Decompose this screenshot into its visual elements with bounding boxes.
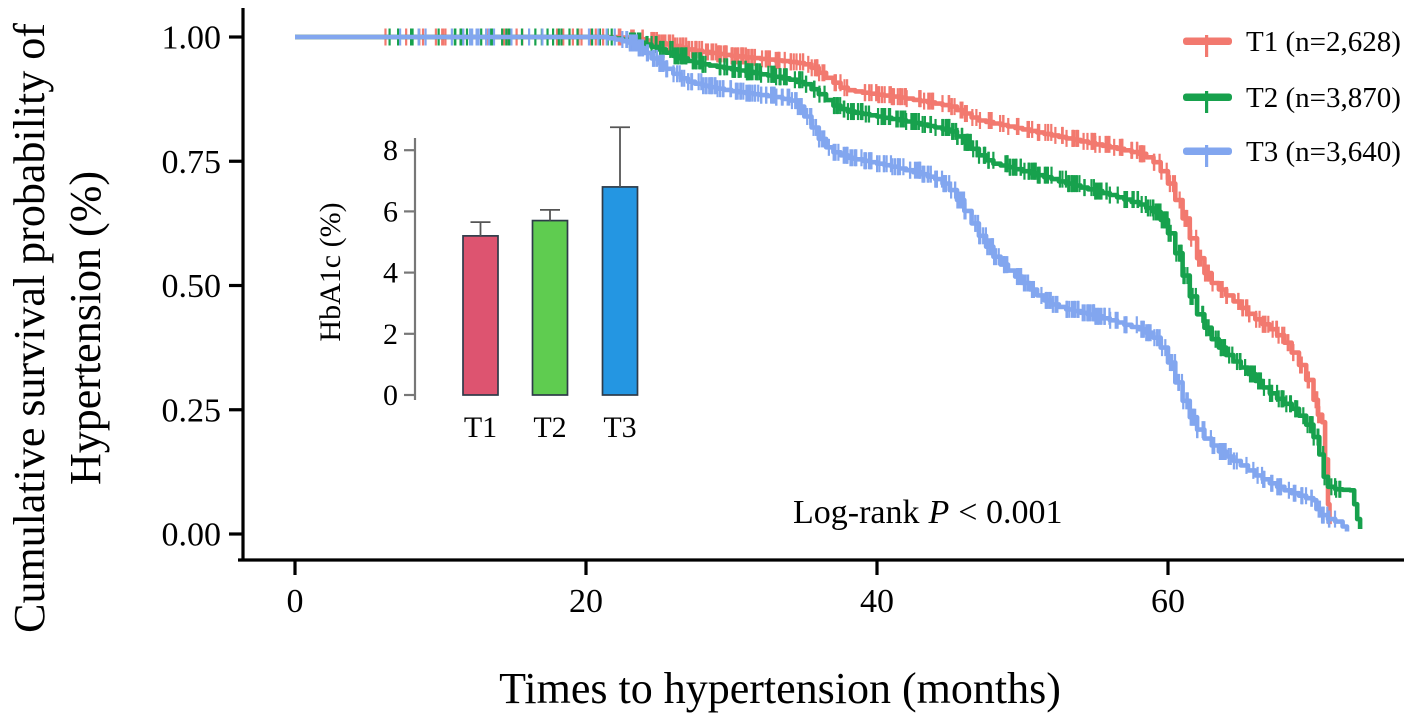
logrank-annotation: Log-rank P < 0.001: [793, 494, 1062, 531]
censor-ticks-t1: [384, 28, 1321, 424]
legend-censor-tick-t1: [1205, 35, 1209, 57]
legend: T1 (n=2,628) T2 (n=3,870) T3 (n=3,640): [1183, 26, 1401, 168]
inset-y-tick-label: 6: [383, 195, 398, 228]
legend-marker-t3: [1183, 147, 1232, 155]
inset-bar-t1: [462, 235, 499, 396]
y-axis-ticks: 0.00 0.25 0.50 0.75 1.00: [162, 20, 243, 554]
x-tick-label: 0: [287, 583, 304, 620]
x-tick-label: 20: [569, 583, 603, 620]
y-tick-label: 0.00: [162, 517, 222, 554]
x-tick-label: 60: [1151, 583, 1185, 620]
y-axis-label-line1: Cumulative survival probability of: [5, 23, 54, 633]
legend-label-t2: T2 (n=3,870): [1246, 82, 1401, 114]
legend-marker-t2: [1183, 93, 1232, 101]
legend-censor-tick-t2: [1205, 91, 1209, 113]
inset-y-axis-label: HbA1c (%): [314, 202, 347, 341]
y-axis-label-line2: Hypertension (%): [61, 171, 110, 485]
legend-marker-t1: [1183, 37, 1232, 45]
logrank-stat: P: [928, 494, 950, 531]
legend-censor-tick-t3: [1205, 145, 1209, 167]
legend-label-t3: T3 (n=3,640): [1246, 136, 1401, 168]
y-tick-label: 0.75: [162, 144, 222, 181]
km-curve-t3: [295, 34, 1350, 532]
inset-y-tick-label: 8: [383, 134, 398, 167]
km-curves: [295, 28, 1363, 532]
legend-item-t2: T2 (n=3,870): [1183, 82, 1401, 114]
x-tick-label: 40: [860, 583, 894, 620]
inset-y-tick-label: 4: [383, 257, 398, 290]
y-tick-label: 1.00: [162, 20, 222, 57]
y-tick-label: 0.25: [162, 392, 222, 429]
legend-item-t1: T1 (n=2,628): [1183, 26, 1401, 58]
km-curve-t2: [295, 34, 1363, 529]
inset-y-tick-label: 2: [383, 318, 398, 351]
legend-item-t3: T3 (n=3,640): [1183, 136, 1401, 168]
inset-bar-label: T3: [603, 411, 636, 444]
logrank-suffix: < 0.001: [958, 494, 1062, 531]
inset-bar-t3: [601, 186, 639, 396]
inset-y-tick-label: 0: [383, 379, 398, 412]
x-axis-label: Times to hypertension (months): [499, 664, 1061, 713]
inset-bar-label: T2: [533, 411, 566, 444]
y-tick-label: 0.50: [162, 268, 222, 305]
logrank-prefix: Log-rank: [793, 494, 920, 531]
inset-bar-t2: [531, 219, 569, 396]
legend-label-t1: T1 (n=2,628): [1246, 26, 1401, 58]
x-axis-ticks: 0 20 40 60: [287, 560, 1185, 620]
inset-bar-label: T1: [464, 411, 497, 444]
inset-bar-chart: 0 2 4 6 8 T1 T2 T3: [383, 126, 639, 444]
